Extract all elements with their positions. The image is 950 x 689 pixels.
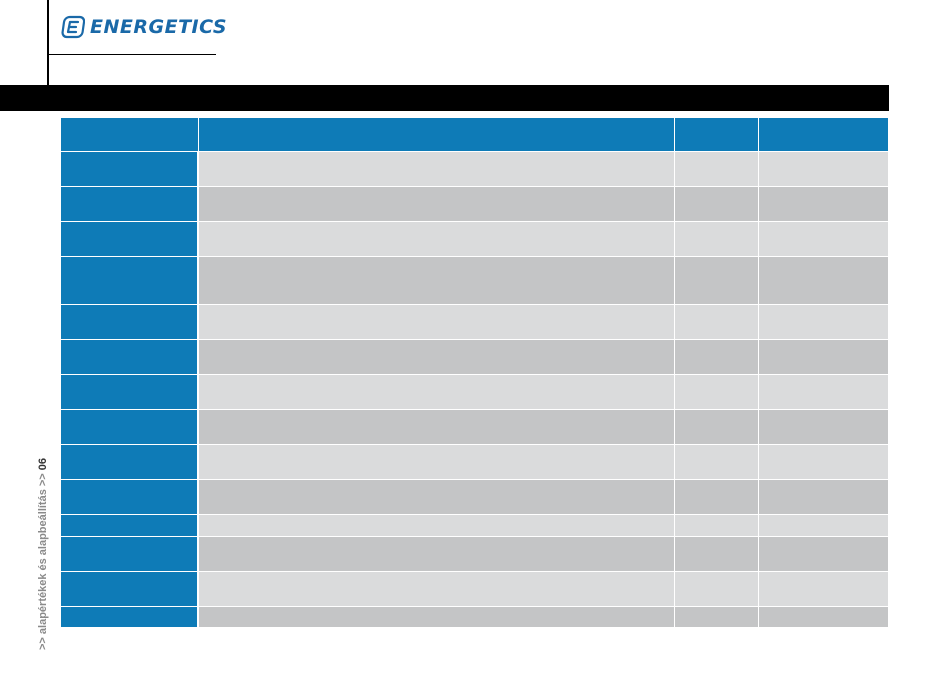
section-name: >> alapértékek és alapbeállítás — [37, 489, 49, 650]
row-key-cell — [61, 571, 199, 607]
page-footer-running-head: >> alapértékek és alapbeállítás >> 06 — [37, 458, 49, 650]
row-unit-cell — [757, 606, 888, 628]
table-row — [61, 151, 888, 187]
margin-rule-vertical — [47, 0, 49, 85]
row-value-cell — [673, 514, 758, 537]
table-row — [61, 571, 888, 607]
row-description-cell — [197, 536, 674, 572]
row-unit-cell — [757, 536, 888, 572]
row-unit-cell — [757, 221, 888, 257]
table-row — [61, 536, 888, 572]
row-key-cell — [61, 479, 199, 515]
row-description-cell — [197, 339, 674, 375]
row-unit-cell — [757, 409, 888, 445]
page-number: 06 — [37, 457, 49, 471]
table-row — [61, 339, 888, 375]
table-row — [61, 256, 888, 305]
column-header — [757, 118, 888, 152]
row-description-cell — [197, 151, 674, 187]
row-value-cell — [673, 444, 758, 480]
energetics-e-logo-icon — [61, 15, 85, 39]
row-value-cell — [673, 409, 758, 445]
table-row — [61, 409, 888, 445]
header-rule-horizontal — [48, 54, 216, 55]
row-description-cell — [197, 409, 674, 445]
row-key-cell — [61, 256, 199, 305]
row-key-cell — [61, 186, 199, 222]
row-value-cell — [673, 304, 758, 340]
row-unit-cell — [757, 304, 888, 340]
table-header-row — [61, 118, 888, 152]
row-unit-cell — [757, 571, 888, 607]
row-value-cell — [673, 571, 758, 607]
column-header — [61, 118, 198, 152]
row-value-cell — [673, 256, 758, 305]
row-key-cell — [61, 339, 199, 375]
row-value-cell — [673, 606, 758, 628]
row-description-cell — [197, 514, 674, 537]
table-row — [61, 304, 888, 340]
row-key-cell — [61, 514, 199, 537]
row-value-cell — [673, 339, 758, 375]
separator: >> — [37, 470, 49, 490]
row-unit-cell — [757, 256, 888, 305]
row-description-cell — [197, 304, 674, 340]
row-description-cell — [197, 606, 674, 628]
row-unit-cell — [757, 151, 888, 187]
row-unit-cell — [757, 479, 888, 515]
row-unit-cell — [757, 514, 888, 537]
row-key-cell — [61, 444, 199, 480]
table-row — [61, 606, 888, 628]
row-description-cell — [197, 374, 674, 410]
row-key-cell — [61, 409, 199, 445]
row-key-cell — [61, 606, 199, 628]
column-header — [673, 118, 758, 152]
table-row — [61, 444, 888, 480]
row-description-cell — [197, 444, 674, 480]
energetics-logo: ENERGETICS — [61, 14, 227, 40]
row-key-cell — [61, 304, 199, 340]
table-row — [61, 186, 888, 222]
row-unit-cell — [757, 186, 888, 222]
row-unit-cell — [757, 339, 888, 375]
section-title-bar — [0, 85, 889, 111]
row-value-cell — [673, 221, 758, 257]
logo-wordmark: ENERGETICS — [90, 16, 228, 38]
row-value-cell — [673, 536, 758, 572]
row-unit-cell — [757, 444, 888, 480]
row-unit-cell — [757, 374, 888, 410]
table-row — [61, 374, 888, 410]
row-description-cell — [197, 186, 674, 222]
settings-table — [61, 118, 888, 628]
row-key-cell — [61, 151, 199, 187]
row-value-cell — [673, 151, 758, 187]
table-row — [61, 221, 888, 257]
row-description-cell — [197, 479, 674, 515]
row-description-cell — [197, 221, 674, 257]
row-key-cell — [61, 221, 199, 257]
table-row — [61, 514, 888, 537]
row-value-cell — [673, 186, 758, 222]
row-description-cell — [197, 571, 674, 607]
row-description-cell — [197, 256, 674, 305]
row-value-cell — [673, 374, 758, 410]
table-row — [61, 479, 888, 515]
row-key-cell — [61, 536, 199, 572]
row-key-cell — [61, 374, 199, 410]
column-header — [197, 118, 674, 152]
row-value-cell — [673, 479, 758, 515]
